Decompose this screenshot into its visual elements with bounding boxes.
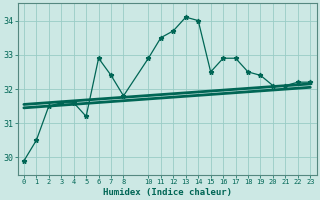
X-axis label: Humidex (Indice chaleur): Humidex (Indice chaleur) [103,188,232,197]
